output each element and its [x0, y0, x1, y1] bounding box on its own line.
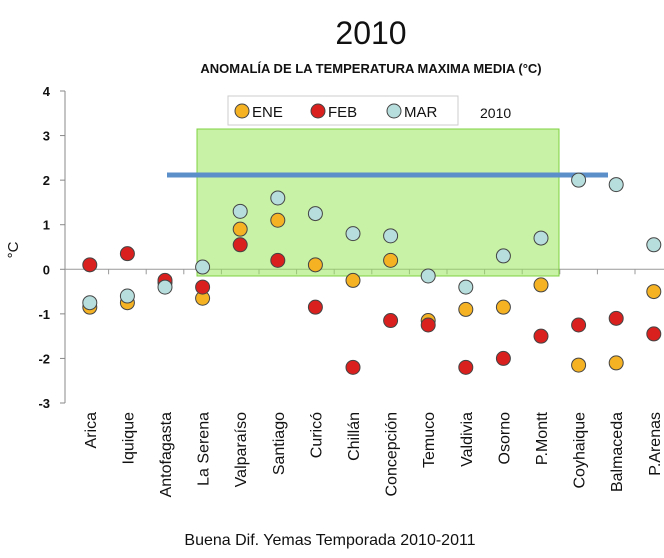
point: [232, 221, 248, 237]
point: [533, 328, 549, 344]
x-tick-label: Valparaíso: [233, 412, 250, 487]
point: [383, 228, 399, 244]
y-tick-label: 1: [43, 218, 50, 233]
point: [571, 172, 587, 188]
point: [646, 284, 662, 300]
y-axis-label: °C: [5, 241, 22, 258]
point: [345, 226, 361, 242]
point: [195, 259, 211, 275]
point: [646, 237, 662, 253]
y-tick-label: 3: [43, 129, 50, 144]
legend-label: MAR: [404, 104, 438, 121]
x-tick-label: Chillán: [346, 412, 363, 461]
chart-title: 2010: [335, 15, 406, 51]
point: [495, 350, 511, 366]
point: [383, 252, 399, 268]
point: [345, 272, 361, 288]
x-tick-label: Arica: [83, 412, 100, 449]
point: [307, 299, 323, 315]
x-tick-label: P.Montt: [534, 411, 551, 465]
x-tick-label: Coyhaique: [572, 412, 589, 489]
point: [307, 257, 323, 273]
y-tick-label: 4: [43, 84, 51, 99]
point: [270, 252, 286, 268]
x-tick-label: Temuco: [421, 412, 438, 468]
point: [270, 190, 286, 206]
x-tick-label: Antofagasta: [158, 412, 175, 498]
legend-swatch: [386, 103, 402, 119]
legend-swatch: [234, 103, 250, 119]
point: [495, 299, 511, 315]
point: [458, 301, 474, 317]
point: [495, 248, 511, 264]
point: [157, 279, 173, 295]
legend-swatch: [310, 103, 326, 119]
point: [345, 359, 361, 375]
legend-label: ENE: [252, 104, 283, 121]
point: [608, 355, 624, 371]
x-tick-label: Santiago: [271, 412, 288, 475]
point: [458, 359, 474, 375]
legend-label: FEB: [328, 104, 357, 121]
point: [533, 277, 549, 293]
point: [608, 177, 624, 193]
point: [119, 288, 135, 304]
x-tick-label: La Serena: [196, 412, 213, 486]
x-tick-label: Balmaceda: [609, 412, 626, 492]
y-tick-label: -1: [38, 307, 50, 322]
point: [608, 310, 624, 326]
point: [195, 279, 211, 295]
highlight-area: [196, 128, 560, 277]
point: [119, 246, 135, 262]
point: [383, 313, 399, 329]
x-tick-label: P.Arenas: [647, 412, 664, 476]
y-tick-label: -3: [38, 396, 50, 411]
point: [571, 317, 587, 333]
point: [458, 279, 474, 295]
chart-subtitle: ANOMALÍA DE LA TEMPERATURA MAXIMA MEDIA …: [200, 61, 541, 76]
point: [571, 357, 587, 373]
x-tick-label: Osorno: [496, 412, 513, 465]
legend: [227, 95, 459, 126]
y-tick-label: 2: [43, 173, 50, 188]
y-tick-label: -2: [38, 351, 50, 366]
footer: Buena Dif. Yemas Temporada 2010-2011: [184, 532, 475, 549]
point: [270, 212, 286, 228]
point: [420, 317, 436, 333]
y-tick-label: 0: [43, 262, 50, 277]
point: [533, 230, 549, 246]
point: [82, 257, 98, 273]
x-tick-label: Iquique: [120, 412, 137, 465]
x-tick-label: Curicó: [308, 412, 325, 458]
point: [82, 295, 98, 311]
x-tick-label: Concepción: [384, 412, 401, 497]
annotation: 2010: [480, 105, 511, 121]
x-tick-label: Valdivia: [459, 412, 476, 467]
point: [232, 237, 248, 253]
point: [307, 206, 323, 222]
point: [420, 268, 436, 284]
point: [232, 203, 248, 219]
point: [646, 326, 662, 342]
